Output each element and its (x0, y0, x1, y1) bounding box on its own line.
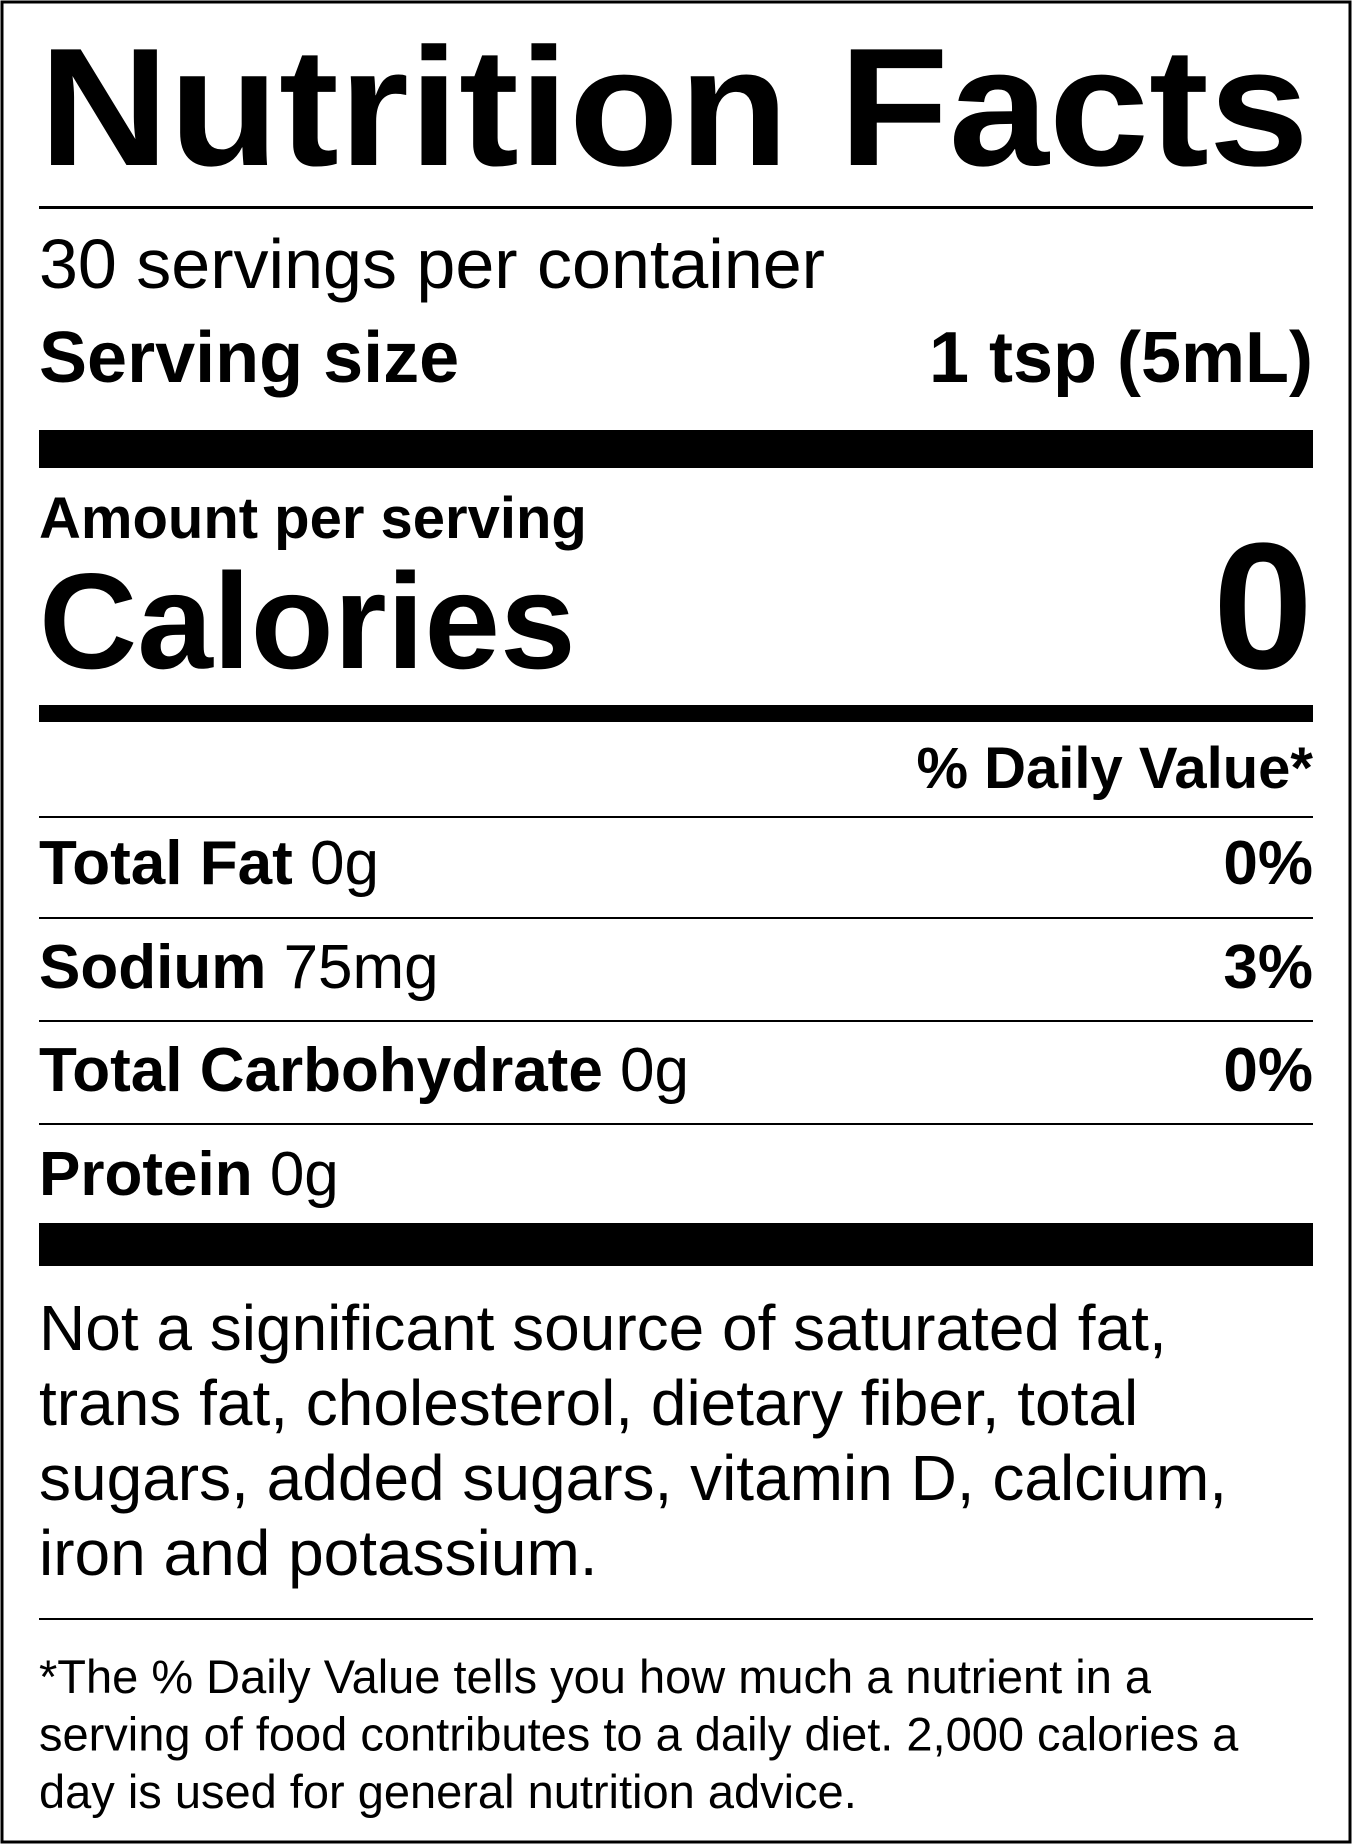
note-line: Not a significant source of saturated fa… (39, 1292, 1167, 1364)
nutrient-row: Protein 0g (39, 1140, 339, 1209)
footnote-line: serving of food contributes to a daily d… (39, 1708, 1239, 1761)
nutrient-amount: 0g (620, 1036, 689, 1105)
nutrient-name: Sodium (39, 933, 266, 1002)
nutrient-name: Total Fat (39, 829, 293, 898)
calories-value: 0 (1213, 506, 1313, 707)
rule (39, 1618, 1313, 1620)
nutrient-row: Total Carbohydrate 0g (39, 1036, 689, 1105)
nutrient-amount: 0g (310, 829, 379, 898)
thick-bar (39, 430, 1313, 468)
rule (39, 206, 1313, 209)
servings: 30 servings per container (39, 225, 825, 303)
nutrient-dv: 0% (1223, 829, 1313, 898)
thick-bar (39, 1223, 1313, 1266)
nutrient-row: Sodium 75mg (39, 933, 439, 1002)
rule (39, 1123, 1313, 1125)
note-line: iron and potassium. (39, 1517, 598, 1589)
rule (39, 816, 1313, 818)
title: Nutrition Facts (39, 13, 1309, 201)
nutrient-amount: 0g (270, 1140, 339, 1209)
nutrient-row: Total Fat 0g (39, 829, 379, 898)
nutrient-name: Total Carbohydrate (39, 1036, 603, 1105)
calories-label: Calories (39, 545, 576, 697)
rule (39, 1020, 1313, 1022)
serving-size-value: 1 tsp (5mL) (929, 318, 1313, 398)
nutrient-amount: 75mg (284, 933, 439, 1002)
nutrient-name: Protein (39, 1140, 253, 1209)
amount-per-serving: Amount per serving (39, 486, 587, 551)
nutrient-dv: 0% (1223, 1036, 1313, 1105)
footnote-line: day is used for general nutrition advice… (39, 1765, 857, 1818)
footnote-line: *The % Daily Value tells you how much a … (39, 1650, 1152, 1703)
rule (39, 917, 1313, 919)
medium-bar (39, 705, 1313, 722)
serving-size-label: Serving size (39, 318, 459, 398)
note-line: sugars, added sugars, vitamin D, calcium… (39, 1442, 1227, 1514)
daily-value-header: % Daily Value* (916, 736, 1313, 801)
note-line: trans fat, cholesterol, dietary fiber, t… (39, 1367, 1138, 1439)
nutrient-dv: 3% (1223, 933, 1313, 1002)
